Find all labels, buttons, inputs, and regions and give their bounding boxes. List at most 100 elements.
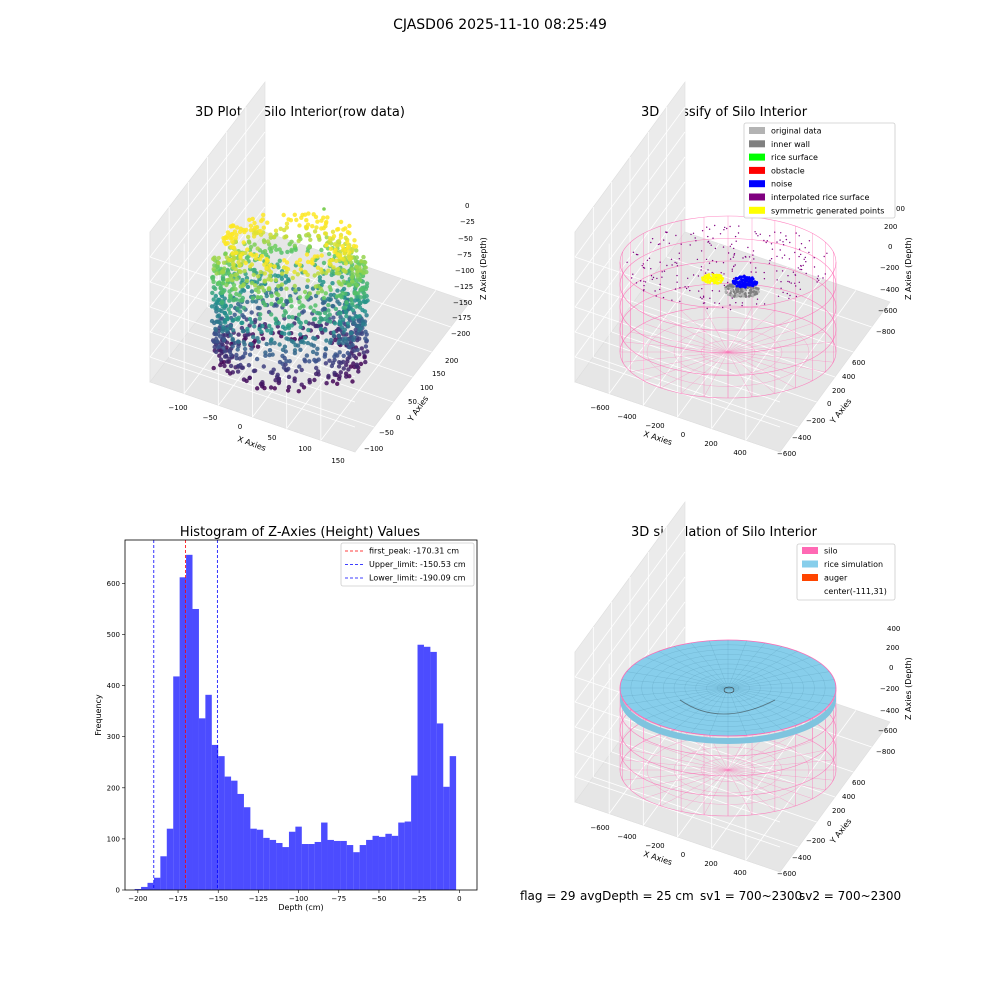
scatter-point: [336, 311, 341, 316]
interpolated-point: [799, 268, 801, 271]
scatter-point: [229, 352, 234, 358]
scatter-point: [334, 294, 339, 299]
scatter-point: [227, 262, 232, 267]
histogram-bar: [321, 822, 328, 890]
legend-swatch: [749, 127, 765, 134]
y-tick-label: 100: [107, 835, 120, 843]
z-tick: −400: [880, 707, 899, 715]
scatter-point: [278, 299, 283, 304]
scatter-point: [323, 361, 329, 366]
y-tick-label: 600: [107, 580, 120, 588]
interpolated-point: [701, 230, 704, 232]
histogram-bar: [218, 756, 225, 890]
scatter-point: [229, 232, 235, 237]
interpolated-point: [678, 252, 680, 254]
panel-sim-ylabel: Y Axies: [828, 817, 854, 846]
interpolated-point: [712, 237, 714, 239]
histogram-bar: [378, 836, 386, 890]
legend-label: silo: [824, 547, 838, 556]
scatter-point: [233, 266, 238, 272]
interpolated-point: [668, 242, 670, 244]
interpolated-point: [795, 295, 798, 298]
scatter-point: [298, 332, 303, 337]
scatter-point: [275, 372, 280, 377]
scatter-point: [355, 272, 360, 278]
scatter-point: [281, 212, 286, 218]
interpolated-point: [704, 272, 707, 274]
scatter-point: [263, 353, 268, 358]
scatter-point: [273, 273, 278, 278]
scatter-point: [211, 365, 216, 371]
scatter-point: [251, 234, 257, 239]
histogram-bar: [250, 828, 257, 890]
histogram-bar: [173, 676, 180, 890]
scatter-point: [327, 284, 332, 290]
inner-wall-point: [754, 291, 758, 294]
histogram-bar: [359, 845, 367, 890]
scatter-point: [259, 254, 265, 259]
scatter-point: [264, 260, 269, 265]
interpolated-point: [733, 253, 736, 255]
panel-sim: 3D simulation of Silo Interior −600 −400…: [574, 501, 913, 878]
inner-wall-point: [754, 286, 758, 290]
interpolated-point: [659, 261, 661, 263]
scatter-point: [283, 273, 289, 279]
scatter-point: [254, 252, 259, 258]
interpolated-point: [708, 262, 711, 264]
scatter-point: [221, 277, 226, 282]
panel-raw-zlabel: Z Axies (Depth): [479, 237, 488, 300]
scatter-point: [253, 299, 259, 304]
interpolated-point: [661, 276, 663, 278]
scatter-point: [333, 337, 338, 343]
interpolated-point: [755, 267, 757, 269]
interpolated-point: [641, 265, 643, 267]
scatter-point: [239, 320, 244, 326]
interpolated-point: [659, 283, 661, 286]
scatter-point: [307, 359, 312, 364]
scatter-point: [215, 339, 220, 344]
scatter-point: [278, 226, 283, 231]
scatter-point: [340, 244, 345, 249]
scatter-point: [362, 299, 367, 305]
scatter-point: [286, 314, 292, 320]
scatter-point: [312, 316, 318, 322]
scatter-point: [221, 325, 226, 330]
interpolated-point: [731, 268, 733, 270]
symmetric-point: [715, 277, 718, 281]
silo-floor-ring: [646, 317, 810, 387]
scatter-point: [260, 323, 265, 329]
scatter-point: [311, 308, 316, 314]
interpolated-point: [680, 243, 682, 245]
interpolated-point: [676, 274, 678, 277]
scatter-point: [304, 295, 309, 300]
scatter-point: [213, 306, 218, 311]
scatter-point: [351, 243, 357, 249]
scatter-point: [264, 341, 269, 347]
scatter-point: [321, 260, 327, 266]
histogram-bar: [192, 608, 199, 890]
scatter-point: [352, 291, 358, 296]
interpolated-point: [711, 259, 714, 262]
interpolated-point: [699, 296, 702, 298]
histogram-bar: [333, 840, 341, 890]
scatter-point: [302, 335, 308, 340]
scatter-point: [238, 254, 243, 259]
hist-yticks: 0 100 200 300 400 500 600: [107, 580, 125, 895]
scatter-point: [234, 356, 239, 361]
grid-line: [149, 106, 266, 258]
scatter-point: [359, 259, 364, 264]
scatter-point: [287, 359, 292, 364]
scatter-point: [253, 283, 258, 288]
scatter-point: [245, 247, 250, 252]
scatter-point: [248, 228, 254, 233]
noise-point: [747, 276, 751, 279]
scatter-point: [237, 269, 242, 274]
legend-swatch: [749, 180, 765, 188]
x-tick: 0: [681, 851, 685, 859]
legend-label: rice surface: [771, 153, 818, 162]
scatter-point: [346, 283, 351, 288]
scatter-point: [234, 352, 239, 358]
interpolated-point: [759, 233, 761, 235]
panel-sim-legend: silo rice simulation auger center(-111,31): [796, 543, 896, 601]
scatter-point: [358, 326, 363, 331]
